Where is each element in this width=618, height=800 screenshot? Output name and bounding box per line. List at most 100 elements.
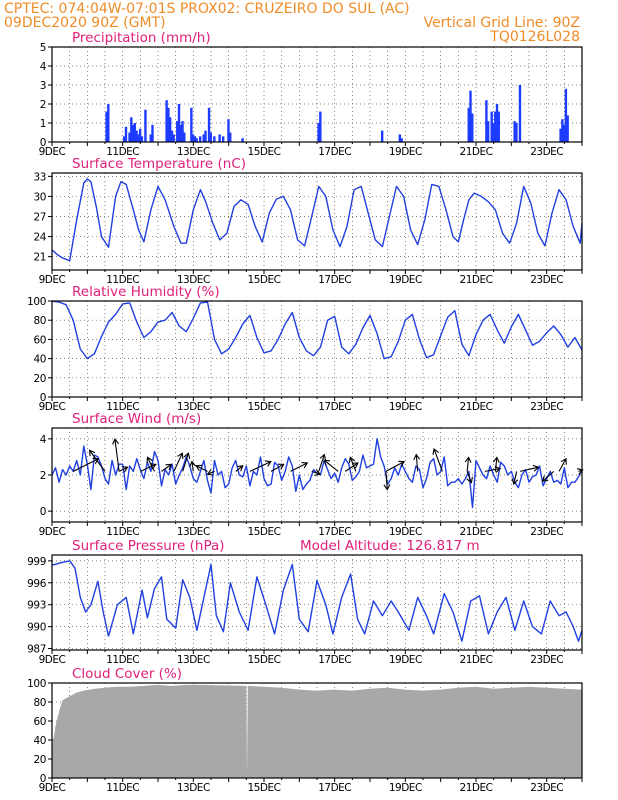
precip-bar [105, 111, 108, 142]
x-tick-label: 23DEC [530, 526, 563, 538]
precip-bar [218, 134, 221, 142]
wind-arrow [344, 462, 359, 472]
y-tick-label: 4 [40, 61, 47, 73]
precip-bar [380, 130, 384, 142]
panel-title: Relative Humidity (%) [72, 284, 220, 300]
wind-arrow [189, 460, 197, 472]
wind-arrow [511, 471, 519, 486]
series-line [51, 300, 583, 360]
precip-bar [319, 111, 322, 142]
x-tick-label: 9DEC [39, 146, 66, 158]
x-tick-label: 13DEC [177, 654, 210, 666]
wind-arrow [558, 457, 567, 472]
wind-arrow [323, 459, 339, 472]
wind-arrow [88, 449, 106, 472]
x-tick-label: 21DEC [460, 654, 493, 666]
precip-bar [151, 124, 154, 142]
wind-arrow [146, 456, 155, 472]
y-tick-label: 21 [33, 252, 46, 264]
panel-subtitle: Model Altitude: 126.817 m [300, 538, 480, 554]
precip-bar [107, 104, 110, 142]
x-tick-label: 21DEC [460, 782, 493, 794]
wind-arrow [161, 463, 173, 472]
precip-bar [181, 121, 184, 142]
y-tick-label: 0 [40, 137, 46, 149]
y-tick-label: 20 [33, 754, 46, 766]
precip-bar [128, 132, 131, 142]
precip-bar [492, 123, 495, 142]
x-tick-label: 19DEC [389, 274, 422, 286]
precip-bar [513, 121, 516, 142]
precip-bar [485, 100, 488, 142]
x-tick-label: 23DEC [530, 274, 563, 286]
x-tick-label: 9DEC [39, 274, 66, 286]
precip-bar [149, 134, 152, 142]
x-tick-label: 11DEC [106, 654, 139, 666]
precip-bar [241, 138, 244, 142]
wind-arrow [464, 456, 472, 472]
wind-arrow [118, 466, 129, 473]
y-tick-label: 5 [40, 42, 46, 54]
x-tick-label: 15DEC [248, 526, 281, 538]
wind-arrow [318, 453, 327, 472]
precip-bar [199, 136, 202, 142]
precip-bar [566, 115, 569, 142]
panel-title: Surface Temperature (nC) [72, 156, 246, 172]
precip-bar [165, 100, 168, 142]
precip-bar [564, 88, 568, 142]
panel-title: Surface Pressure (hPa) [72, 538, 225, 554]
y-tick-label: 0 [40, 773, 46, 785]
precip-bar [229, 132, 232, 142]
precip-bar [124, 126, 128, 142]
precip-bar [561, 119, 564, 142]
wind-arrow [249, 460, 272, 472]
x-tick-label: 17DEC [318, 782, 351, 794]
x-tick-label: 11DEC [106, 274, 139, 286]
y-tick-label: 990 [27, 622, 46, 634]
header-station: CPTEC: 074:04W-07:01S PROX02: CRUZEIRO D… [4, 1, 410, 17]
y-tick-label: 24 [33, 232, 46, 244]
x-tick-label: 9DEC [39, 401, 66, 413]
precip-bar [123, 136, 126, 142]
y-tick-label: 993 [27, 600, 46, 612]
precip-bar [133, 123, 137, 142]
wind-arrow [413, 453, 421, 472]
precip-bar [559, 128, 562, 142]
y-tick-label: 996 [27, 578, 47, 590]
x-tick-label: 15DEC [248, 654, 281, 666]
wind-arrow [206, 469, 215, 476]
y-tick-label: 80 [33, 697, 46, 709]
precip-bar [204, 130, 207, 142]
precip-bar [495, 104, 499, 142]
wind-arrow [484, 466, 502, 473]
precip-bar [137, 134, 140, 142]
header-grid-line: Vertical Grid Line: 90Z [424, 15, 580, 31]
series-line [51, 178, 583, 262]
x-tick-label: 19DEC [389, 401, 422, 413]
precip-bar [209, 132, 212, 142]
x-tick-label: 11DEC [106, 526, 139, 538]
wind-arrow [541, 470, 555, 482]
wind-arrow [290, 461, 309, 472]
x-tick-label: 11DEC [106, 782, 139, 794]
x-tick-label: 23DEC [530, 782, 563, 794]
wind-arrow [520, 464, 540, 472]
x-tick-label: 19DEC [389, 654, 422, 666]
precip-bar [317, 123, 320, 142]
y-tick-label: 60 [33, 716, 46, 728]
y-tick-label: 3 [40, 80, 46, 92]
wind-arrow [235, 465, 244, 472]
panel-cloud: Cloud Cover (%) 0 20 40 60 80 100 9DEC 11DEC 13DE… [27, 666, 583, 794]
x-tick-label: 11DEC [106, 401, 139, 413]
wind-arrow [385, 460, 406, 472]
x-tick-label: 15DEC [248, 274, 281, 286]
x-tick-label: 17DEC [318, 401, 351, 413]
precip-bar [183, 132, 186, 142]
precip-bar [518, 85, 522, 142]
plot-frame [51, 300, 583, 398]
precip-bar [167, 107, 170, 142]
y-tick-label: 2 [40, 99, 46, 111]
y-tick-label: 4 [40, 434, 47, 446]
precip-bar [179, 124, 182, 142]
panel-title: Cloud Cover (%) [72, 666, 182, 682]
